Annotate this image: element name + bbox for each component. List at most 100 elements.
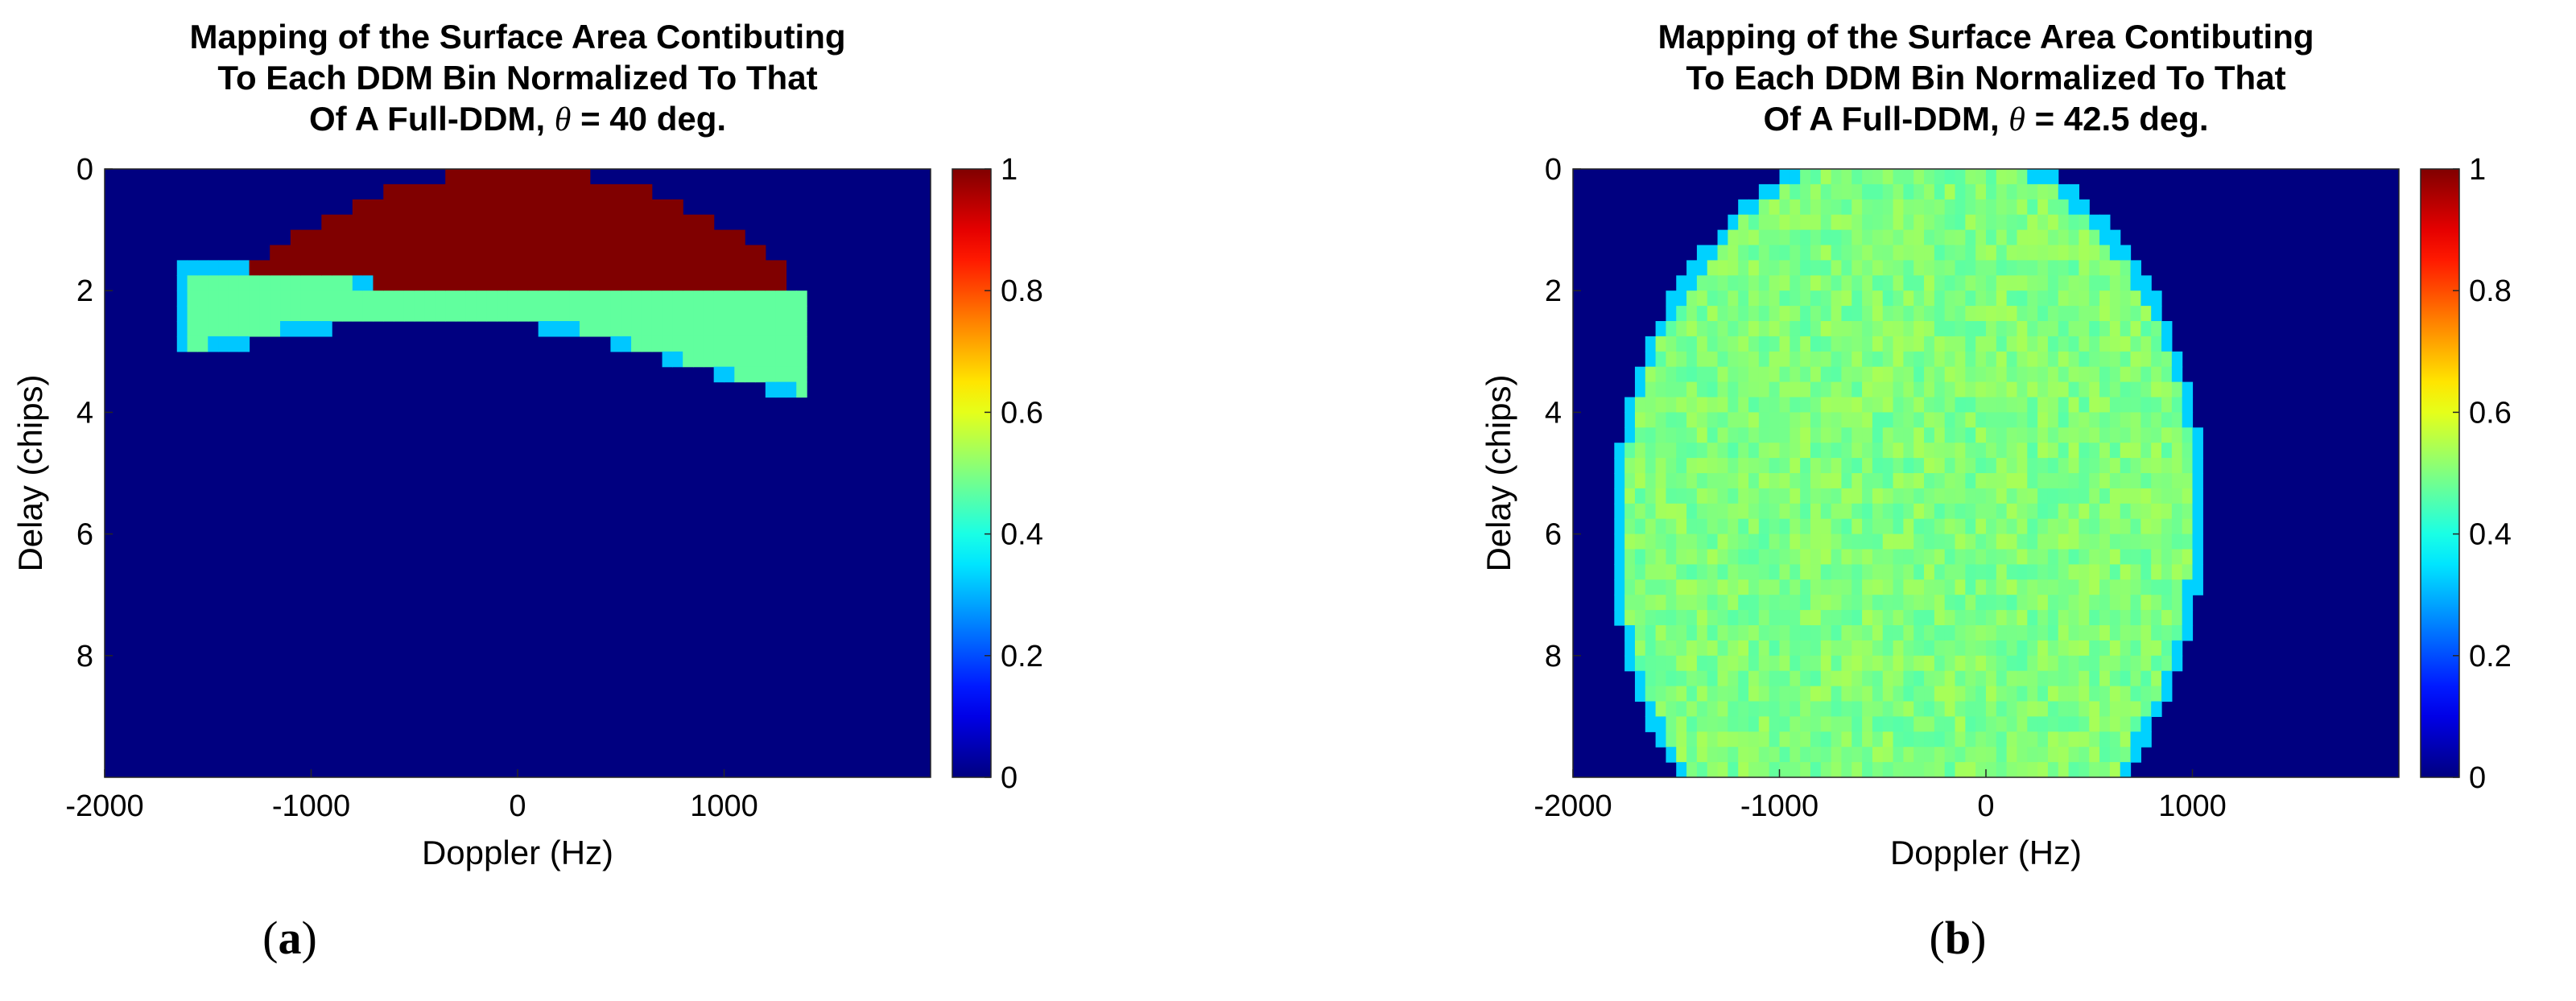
heatmap-cell: [2089, 533, 2100, 550]
heatmap-cell: [2017, 610, 2028, 626]
heatmap-cell: [754, 321, 766, 337]
heatmap-cell: [724, 306, 735, 322]
heatmap-cell: [1686, 336, 1698, 352]
heatmap-cell: [300, 290, 312, 307]
heatmap-cell: [1965, 518, 1976, 535]
heatmap-cell: [2017, 731, 2028, 748]
heatmap-cell: [1996, 260, 2008, 276]
heatmap-cell: [1800, 655, 1811, 672]
heatmap-cell: [2140, 458, 2152, 474]
heatmap-cell: [775, 321, 787, 337]
heatmap-cell: [1831, 214, 1843, 231]
heatmap-cell: [1758, 290, 1770, 307]
heatmap-cell: [1882, 351, 1894, 368]
heatmap-cell: [683, 321, 694, 337]
heatmap-cell: [1779, 747, 1790, 763]
heatmap-cell: [610, 321, 621, 337]
heatmap-cell: [1986, 473, 1997, 489]
heatmap-cell: [1862, 533, 1873, 550]
heatmap-cell: [2120, 686, 2132, 702]
heatmap-cell: [2047, 488, 2059, 505]
heatmap-cell: [1882, 229, 1894, 246]
heatmap-cell: [1634, 518, 1646, 535]
heatmap-cell: [1975, 214, 1987, 231]
heatmap-cell: [197, 321, 208, 337]
heatmap-cell: [332, 306, 343, 322]
heatmap-cell: [1676, 670, 1687, 687]
heatmap-cell: [2161, 655, 2173, 672]
heatmap-cell: [2140, 488, 2152, 505]
heatmap-cell: [1655, 640, 1667, 657]
heatmap-cell: [548, 245, 559, 261]
heatmap-cell: [2079, 229, 2090, 246]
heatmap-cell: [373, 275, 384, 291]
heatmap-cell: [1676, 686, 1687, 702]
heatmap-cell: [465, 290, 477, 307]
heatmap-cell: [1955, 731, 1966, 748]
heatmap-cell: [2130, 533, 2141, 550]
heatmap-cell: [1955, 183, 1966, 200]
heatmap-cell: [1872, 503, 1884, 520]
heatmap-cell: [1882, 321, 1894, 337]
heatmap-cell: [1707, 321, 1719, 337]
heatmap-cell: [1944, 655, 1956, 672]
heatmap-cell: [1769, 595, 1781, 611]
heatmap-cell: [527, 199, 539, 216]
heatmap-cell: [1707, 716, 1719, 732]
heatmap-cell: [1696, 610, 1708, 626]
heatmap-cell: [1624, 640, 1636, 657]
colorbar-tick-label: 0.8: [1001, 274, 1043, 308]
heatmap-cell: [1820, 473, 1832, 489]
heatmap-cell: [1820, 199, 1832, 216]
heatmap-cell: [1810, 366, 1822, 383]
heatmap-cell: [1738, 473, 1749, 489]
heatmap-cell: [1893, 640, 1904, 657]
heatmap-cell: [2120, 275, 2132, 291]
heatmap-cell: [683, 275, 694, 291]
heatmap-cell: [1800, 321, 1811, 337]
heatmap-cell: [321, 321, 332, 337]
heatmap-cell: [1893, 397, 1904, 413]
heatmap-cell: [1707, 518, 1719, 535]
heatmap-cell: [1790, 260, 1801, 276]
heatmap-cell: [1655, 655, 1667, 672]
heatmap-cell: [414, 229, 426, 246]
heatmap-cell: [1758, 564, 1770, 580]
heatmap-cell: [2151, 306, 2162, 322]
heatmap-cell: [394, 183, 405, 200]
title-prefix: Of A Full-DDM,: [309, 100, 555, 138]
heatmap-cell: [2047, 564, 2059, 580]
heatmap-cell: [1913, 747, 1925, 763]
heatmap-cell: [1634, 488, 1646, 505]
heatmap-cell: [1748, 473, 1760, 489]
heatmap-cell: [1831, 381, 1843, 398]
heatmap-cell: [1758, 199, 1770, 216]
heatmap-cell: [1996, 336, 2008, 352]
heatmap-cell: [2068, 655, 2080, 672]
heatmap-cell: [2182, 412, 2194, 428]
heatmap-cell: [1862, 701, 1873, 717]
heatmap-cell: [1800, 214, 1811, 231]
colorbar-tick-label: 0.2: [1001, 640, 1043, 674]
heatmap-cell: [1820, 290, 1832, 307]
heatmap-cell: [445, 245, 456, 261]
heatmap-cell: [497, 260, 508, 276]
heatmap-cell: [2140, 640, 2152, 657]
heatmap-cell: [1800, 625, 1811, 641]
heatmap-cell: [1996, 183, 2008, 200]
heatmap-cell: [1676, 427, 1687, 443]
heatmap-cell: [693, 306, 704, 322]
heatmap-cell: [1882, 183, 1894, 200]
heatmap-cell: [2047, 670, 2059, 687]
heatmap-cell: [1975, 336, 1987, 352]
heatmap-cell: [1686, 306, 1698, 322]
heatmap-cell: [1810, 579, 1822, 595]
colorbar-tick-label: 0.4: [2469, 518, 2512, 552]
heatmap-cell: [1696, 458, 1708, 474]
heatmap-cell: [208, 260, 219, 276]
heatmap-cell: [1852, 533, 1863, 550]
heatmap-cell: [1717, 610, 1728, 626]
heatmap-cell: [1934, 351, 1946, 368]
heatmap-cell: [373, 229, 384, 246]
heatmap-cell: [1676, 655, 1687, 672]
